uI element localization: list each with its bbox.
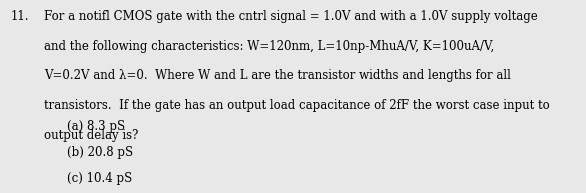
Text: V=0.2V and λ=0.  Where W and L are the transistor widths and lengths for all: V=0.2V and λ=0. Where W and L are the tr… <box>44 69 511 82</box>
Text: For a notifl CMOS gate with the cntrl signal = 1.0V and with a 1.0V supply volta: For a notifl CMOS gate with the cntrl si… <box>44 10 538 23</box>
Text: 11.: 11. <box>11 10 29 23</box>
Text: (c) 10.4 pS: (c) 10.4 pS <box>67 172 132 185</box>
Text: and the following characteristics: W=120nm, L=10np-MhuA/V, K=100uA/V,: and the following characteristics: W=120… <box>44 40 494 52</box>
Text: (a) 8.3 pS: (a) 8.3 pS <box>67 120 125 133</box>
Text: (b) 20.8 pS: (b) 20.8 pS <box>67 146 134 159</box>
Text: transistors.  If the gate has an output load capacitance of 2fF the worst case i: transistors. If the gate has an output l… <box>44 99 550 112</box>
Text: output delay is?: output delay is? <box>44 129 138 142</box>
